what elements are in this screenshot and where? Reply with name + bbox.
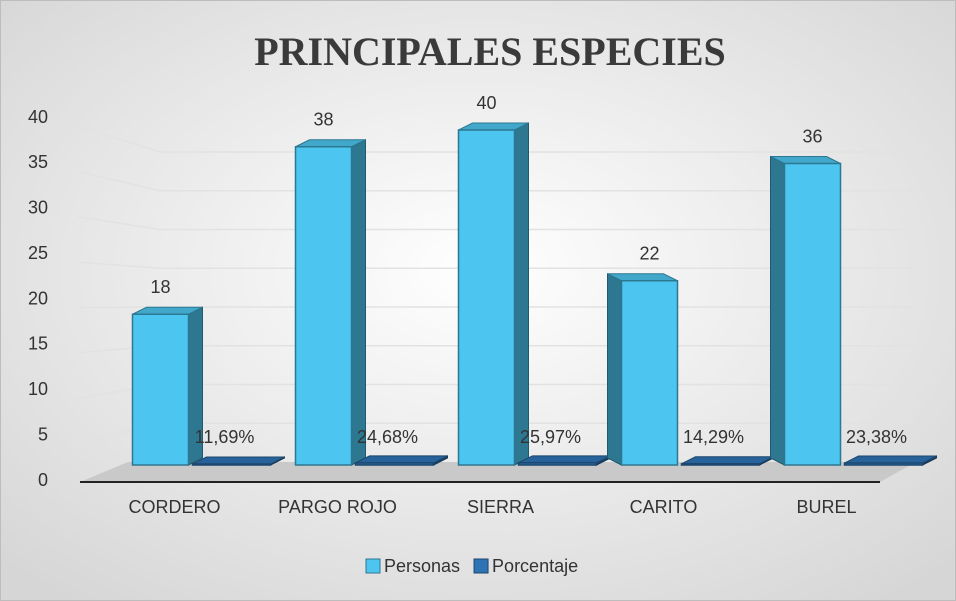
data-label: 36	[802, 126, 822, 146]
data-label: 22	[639, 244, 659, 264]
bar-top	[681, 456, 774, 465]
x-tick-label: PARGO ROJO	[278, 497, 397, 517]
grid-line	[77, 261, 161, 269]
bar	[354, 462, 435, 466]
x-tick-label: CARITO	[630, 497, 698, 517]
bar	[131, 313, 190, 466]
bar-side	[514, 122, 529, 466]
y-tick-label: 20	[28, 288, 48, 308]
y-tick-label: 25	[28, 243, 48, 263]
y-tick-label: 30	[28, 198, 48, 218]
bar	[843, 462, 924, 466]
y-tick-label: 0	[38, 470, 48, 490]
data-label: 38	[313, 110, 333, 130]
floor	[80, 462, 916, 482]
x-tick-label: BUREL	[796, 497, 856, 517]
bar	[517, 462, 598, 466]
bar	[294, 146, 353, 466]
bar-top	[518, 455, 611, 464]
data-label: 11,69%	[195, 427, 255, 447]
y-tick-label: 15	[28, 334, 48, 354]
legend-swatch	[365, 558, 381, 574]
bar	[680, 463, 761, 466]
data-label: 25,97%	[520, 427, 581, 447]
grid-line	[77, 125, 161, 153]
y-tick-label: 40	[28, 107, 48, 127]
y-tick-label: 35	[28, 152, 48, 172]
y-tick-label: 5	[38, 424, 48, 444]
bar-top	[844, 455, 937, 464]
bar-top	[355, 455, 448, 464]
chart-title: PRINCIPALES ESPECIES	[254, 29, 726, 74]
bar-side	[351, 138, 366, 466]
legend-swatch	[473, 558, 489, 574]
data-label: 18	[150, 277, 170, 297]
bar	[783, 162, 842, 466]
data-label: 23,38%	[846, 427, 907, 447]
bar	[620, 280, 679, 466]
bar	[191, 463, 272, 466]
data-label: 24,68%	[357, 427, 418, 447]
y-tick-label: 10	[28, 379, 48, 399]
bar-side	[770, 155, 785, 466]
bar	[457, 129, 516, 466]
x-tick-label: SIERRA	[467, 497, 534, 517]
legend-label: Porcentaje	[492, 556, 578, 576]
legend-label: Personas	[384, 556, 460, 576]
grid-line	[77, 170, 161, 192]
bar-side	[607, 272, 622, 466]
x-tick-label: CORDERO	[128, 497, 220, 517]
grid-line	[77, 216, 161, 231]
data-label: 14,29%	[683, 427, 744, 447]
data-label: 40	[476, 93, 496, 113]
bar-top	[192, 456, 285, 465]
